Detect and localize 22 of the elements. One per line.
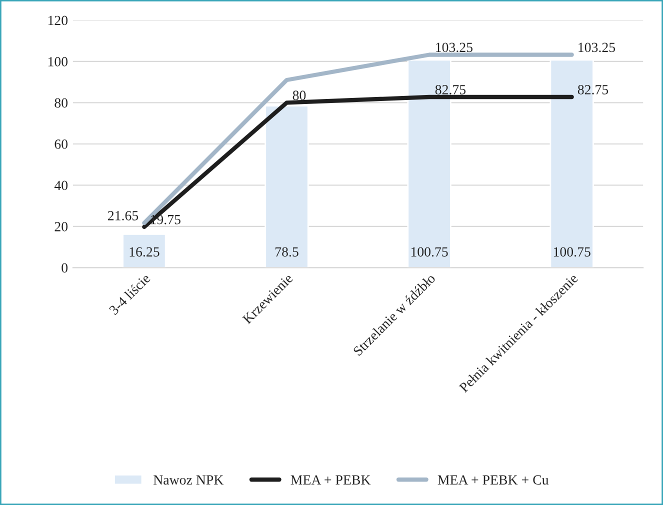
data-label: 16.25 xyxy=(130,247,160,257)
legend-label: Nawoz NPK xyxy=(154,475,224,485)
y-tick-label: 100 xyxy=(48,57,68,66)
y-tick-label: 40 xyxy=(54,180,68,190)
y-tick-label: 0 xyxy=(62,263,68,273)
legend-label: MEA + PEBK + Cu xyxy=(438,475,549,485)
data-label: 78.5 xyxy=(276,247,298,257)
data-label: 100.75 xyxy=(554,247,590,257)
data-label: 82.75 xyxy=(578,85,608,94)
y-tick-label: 60 xyxy=(54,140,68,149)
data-label: 103.25 xyxy=(578,42,616,52)
y-tick-label: 80 xyxy=(54,98,68,108)
data-label: 103.25 xyxy=(436,42,472,52)
data-label: 21.65 xyxy=(108,211,138,220)
y-tick-label: 20 xyxy=(54,222,68,232)
data-label: 100.75 xyxy=(411,247,448,257)
bar xyxy=(122,233,166,268)
bar xyxy=(264,105,309,268)
data-label: 80 xyxy=(292,90,306,100)
data-label: 82.75 xyxy=(435,85,466,94)
y-tick-label: 120 xyxy=(48,16,68,26)
legend-label: MEA + PEBK xyxy=(290,475,371,485)
